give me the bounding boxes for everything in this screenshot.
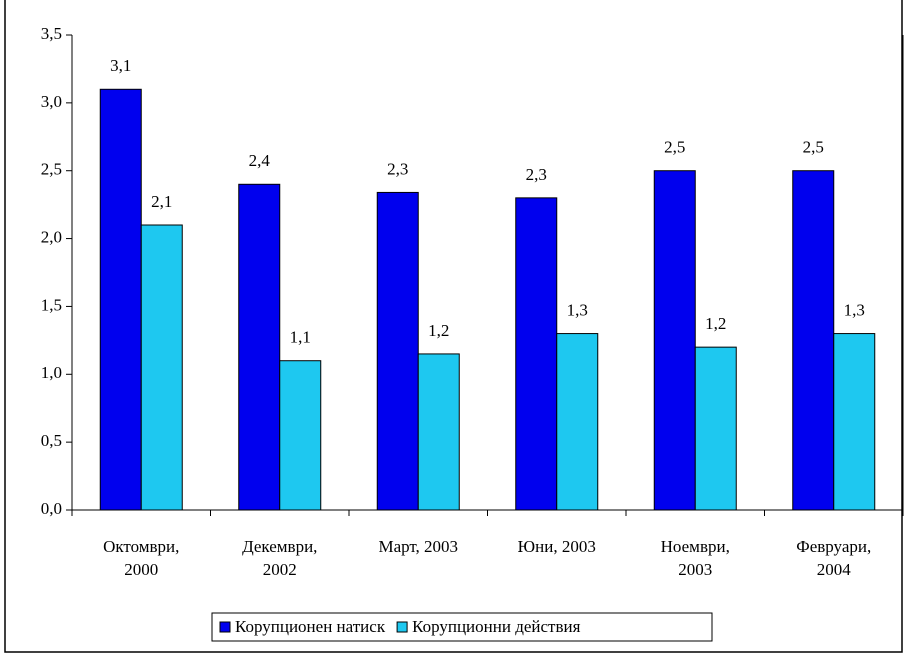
y-tick-label: 2,5 <box>41 160 62 179</box>
bar <box>515 197 558 511</box>
data-label: 2,5 <box>803 138 824 157</box>
data-label: 2,4 <box>249 151 271 170</box>
legend-swatch <box>219 621 231 633</box>
bar <box>417 353 460 511</box>
bar <box>694 346 737 511</box>
data-label: 3,1 <box>110 56 131 75</box>
x-tick-label: Март, 2003 <box>378 537 459 556</box>
x-tick-label: Февруари, 2004 <box>796 537 872 579</box>
bar <box>279 360 322 511</box>
data-label: 2,5 <box>664 138 685 157</box>
x-tick-label: Ноември, 2003 <box>660 537 730 579</box>
legend-box <box>211 612 713 642</box>
bar <box>376 191 419 511</box>
y-tick-label: 3,5 <box>41 24 62 43</box>
data-label: 1,3 <box>844 300 865 319</box>
bar <box>238 183 281 511</box>
data-label: 1,3 <box>567 300 588 319</box>
data-label: 2,3 <box>387 159 408 178</box>
bar <box>653 170 696 511</box>
legend-label: Корупционен натиск <box>235 617 386 636</box>
bar <box>140 224 183 511</box>
y-tick-label: 1,0 <box>41 363 62 382</box>
y-tick-label: 3,0 <box>41 92 62 111</box>
chart-frame <box>4 0 903 653</box>
legend-swatch <box>396 621 408 633</box>
data-label: 1,2 <box>428 321 449 340</box>
data-label: 2,3 <box>526 165 547 184</box>
y-tick-label: 1,5 <box>41 295 62 314</box>
legend-label: Корупционни действия <box>412 617 580 636</box>
x-tick-label: Юни, 2003 <box>517 537 596 556</box>
data-label: 1,1 <box>290 328 311 347</box>
bar <box>99 88 142 511</box>
data-label: 1,2 <box>705 314 726 333</box>
bar <box>792 170 835 511</box>
y-tick-label: 2,0 <box>41 227 62 246</box>
y-tick-label: 0,0 <box>41 499 62 518</box>
bar <box>556 333 599 511</box>
bar <box>833 333 876 511</box>
data-label: 2,1 <box>151 192 172 211</box>
x-tick-label: Декември, 2002 <box>242 537 318 579</box>
y-tick-label: 0,5 <box>41 431 62 450</box>
x-tick-label: Октомври, 2000 <box>103 537 180 579</box>
